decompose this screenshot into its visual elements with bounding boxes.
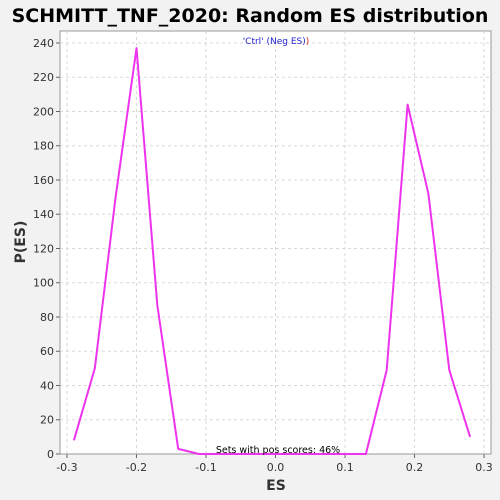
axis-ticks: 0 20 40 60 80 100 120 140 160 180 200 220 240 -0.3 -0.…	[33, 37, 493, 474]
x-tick-label: 0.3	[475, 461, 493, 474]
y-tick-label: 200	[33, 105, 54, 118]
legend: 'Ctrl' (Neg ES))	[243, 37, 310, 47]
x-tick-label: -0.2	[126, 461, 147, 474]
series-line	[72, 47, 472, 455]
y-tick-label: 80	[40, 311, 54, 324]
chart-title: SCHMITT_TNF_2020: Random ES distribution	[12, 5, 489, 27]
y-tick-label: 60	[40, 345, 54, 358]
y-tick-label: 40	[40, 379, 54, 392]
x-tick-label: -0.1	[195, 461, 216, 474]
y-axis-label: P(ES)	[13, 221, 29, 264]
y-tick-label: 100	[33, 277, 54, 290]
x-tick-label: 0.0	[267, 461, 285, 474]
y-tick-label: 120	[33, 242, 54, 255]
x-tick-label: 0.2	[406, 461, 424, 474]
y-tick-label: 20	[40, 414, 54, 427]
y-tick-label: 140	[33, 208, 54, 221]
y-tick-label: 160	[33, 174, 54, 187]
annotation-pos-scores: Sets with pos scores: 46%	[216, 445, 340, 456]
x-axis-label: ES	[266, 478, 286, 494]
y-tick-label: 240	[33, 37, 54, 50]
legend-paren: )	[306, 37, 310, 47]
grid	[60, 31, 491, 454]
x-tick-label: -0.3	[56, 461, 77, 474]
y-tick-label: 0	[47, 448, 54, 461]
y-tick-label: 220	[33, 71, 54, 84]
legend-label: 'Ctrl' (Neg ES)	[243, 37, 306, 47]
y-tick-label: 180	[33, 140, 54, 153]
x-tick-label: 0.1	[336, 461, 354, 474]
